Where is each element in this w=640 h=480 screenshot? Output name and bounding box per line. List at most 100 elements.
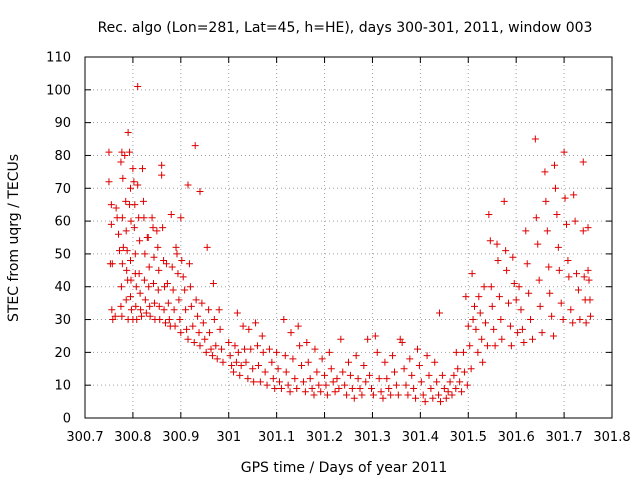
data-point	[123, 266, 131, 274]
data-point	[506, 322, 514, 330]
data-point	[158, 161, 166, 169]
data-point	[131, 250, 139, 258]
data-point	[107, 220, 115, 228]
data-point	[172, 243, 180, 251]
data-point	[463, 381, 471, 389]
data-point	[212, 342, 220, 350]
data-point	[301, 388, 309, 396]
data-point	[252, 319, 260, 327]
data-point	[249, 365, 257, 373]
data-point	[158, 171, 166, 179]
data-point	[149, 224, 157, 232]
data-point	[375, 375, 383, 383]
plot-frame	[84, 56, 613, 419]
data-point	[206, 329, 214, 337]
data-point	[582, 319, 590, 327]
data-point	[553, 211, 561, 219]
data-point	[132, 283, 140, 291]
data-point	[493, 240, 501, 248]
y-tick-label: 50	[54, 247, 71, 262]
data-point	[127, 256, 135, 264]
data-point	[118, 260, 126, 268]
data-point	[472, 325, 480, 333]
data-point	[339, 368, 347, 376]
data-point	[127, 217, 135, 225]
data-point	[323, 391, 331, 399]
data-point	[452, 348, 460, 356]
data-point	[303, 339, 311, 347]
data-point	[427, 384, 435, 392]
data-point	[177, 214, 185, 222]
data-point	[185, 260, 193, 268]
data-point	[194, 312, 202, 320]
data-point	[155, 266, 163, 274]
data-point	[226, 352, 234, 360]
data-point	[360, 361, 368, 369]
y-tick-label: 10	[54, 379, 71, 394]
data-point	[488, 302, 496, 310]
data-point	[478, 335, 486, 343]
data-point	[216, 325, 224, 333]
data-point	[543, 227, 551, 235]
data-point	[564, 256, 572, 264]
data-point	[286, 388, 294, 396]
data-point	[159, 224, 167, 232]
data-point	[160, 256, 168, 264]
data-point	[269, 375, 277, 383]
data-point	[466, 342, 474, 350]
data-point	[317, 388, 325, 396]
x-tick-label: 301.4	[402, 430, 439, 445]
data-point	[522, 227, 530, 235]
data-point	[557, 299, 565, 307]
data-point	[123, 247, 131, 255]
x-axis-label: GPS time / Days of year 2011	[241, 460, 448, 476]
data-point	[337, 335, 345, 343]
data-point	[141, 250, 149, 258]
data-point	[192, 296, 200, 304]
data-point	[127, 293, 135, 301]
x-tick-label: 301.7	[545, 430, 582, 445]
data-point	[542, 197, 550, 205]
data-point	[122, 296, 130, 304]
data-point	[154, 286, 162, 294]
data-point	[392, 381, 400, 389]
data-point	[502, 247, 510, 255]
x-tick-label: 301.5	[450, 430, 487, 445]
data-point	[433, 378, 441, 386]
data-point	[580, 273, 588, 281]
data-point	[527, 316, 535, 324]
data-point	[234, 348, 242, 356]
data-point	[105, 148, 113, 156]
data-point	[105, 178, 113, 186]
data-point	[438, 371, 446, 379]
data-point	[186, 283, 194, 291]
data-point	[517, 306, 525, 314]
data-point	[551, 184, 559, 192]
data-point	[412, 394, 420, 402]
data-point	[150, 253, 158, 261]
data-point	[423, 352, 431, 360]
data-point	[379, 394, 387, 402]
data-point	[369, 391, 377, 399]
data-point	[184, 181, 192, 189]
data-point	[512, 296, 520, 304]
data-point	[497, 316, 505, 324]
data-point	[294, 322, 302, 330]
data-point	[421, 398, 429, 406]
data-point	[242, 358, 250, 366]
data-point	[177, 329, 185, 337]
data-point	[298, 361, 306, 369]
data-point	[144, 234, 152, 241]
data-point	[562, 220, 570, 228]
data-point	[176, 316, 184, 324]
data-point	[201, 335, 209, 343]
data-point	[440, 384, 448, 392]
data-point	[548, 312, 556, 320]
data-point	[446, 378, 454, 386]
data-point	[169, 286, 177, 294]
data-point	[567, 306, 575, 314]
data-point	[117, 283, 125, 291]
y-tick-label: 60	[54, 215, 71, 230]
data-point	[318, 355, 326, 363]
data-point	[574, 286, 582, 294]
